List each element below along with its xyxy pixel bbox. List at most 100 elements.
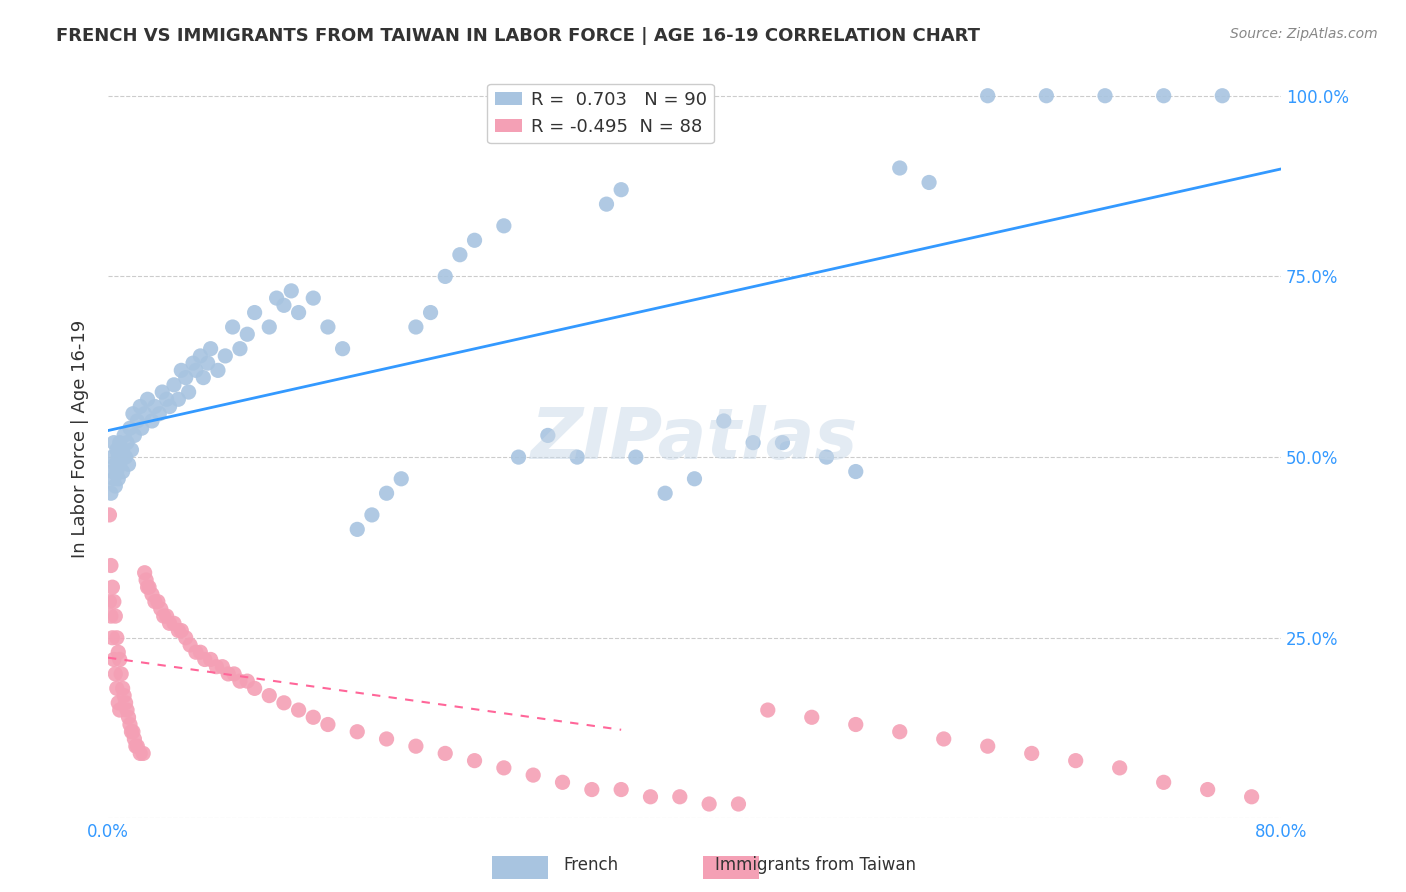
Point [405, 320, 427, 334]
Point [122, 407, 145, 421]
Point [104, 458, 127, 472]
Point [100, 486, 122, 500]
Point [136, 392, 159, 407]
Point [184, 363, 207, 377]
Point [346, 724, 368, 739]
Point [419, 305, 441, 319]
Point [697, 797, 720, 811]
Point [302, 291, 325, 305]
Point [105, 681, 128, 696]
Text: ZIPatlas: ZIPatlas [531, 405, 858, 474]
Point [669, 789, 692, 804]
Point [101, 450, 124, 464]
Point [273, 696, 295, 710]
Point [640, 789, 662, 804]
Point [177, 385, 200, 400]
Point [194, 652, 217, 666]
Point [610, 782, 633, 797]
Point [1240, 789, 1263, 804]
Point [273, 298, 295, 312]
Point [932, 731, 955, 746]
Point [136, 580, 159, 594]
Point [104, 479, 127, 493]
Point [236, 327, 259, 342]
Point [190, 349, 212, 363]
Point [101, 465, 124, 479]
Point [207, 363, 229, 377]
Point [115, 703, 138, 717]
Point [132, 747, 155, 761]
Point [316, 320, 339, 334]
Point [434, 269, 457, 284]
Point [595, 197, 617, 211]
Point [107, 696, 129, 710]
Point [1211, 88, 1233, 103]
Point [229, 674, 252, 689]
Point [100, 558, 122, 573]
Text: Source: ZipAtlas.com: Source: ZipAtlas.com [1230, 27, 1378, 41]
Point [104, 667, 127, 681]
Point [492, 761, 515, 775]
Point [103, 652, 125, 666]
Point [221, 320, 243, 334]
Point [149, 602, 172, 616]
Point [1153, 775, 1175, 789]
Point [117, 710, 139, 724]
Point [148, 407, 170, 421]
Point [190, 645, 212, 659]
Point [159, 400, 181, 414]
Point [104, 609, 127, 624]
Point [205, 659, 228, 673]
Point [229, 342, 252, 356]
Point [156, 609, 179, 624]
Point [174, 370, 197, 384]
Point [375, 731, 398, 746]
Point [537, 428, 560, 442]
Point [1035, 88, 1057, 103]
Point [111, 465, 134, 479]
Point [713, 414, 735, 428]
Point [889, 724, 911, 739]
Point [610, 183, 633, 197]
Point [105, 631, 128, 645]
Point [332, 342, 354, 356]
Point [200, 342, 222, 356]
Text: French: French [562, 856, 619, 874]
Point [243, 681, 266, 696]
Point [107, 645, 129, 659]
Point [120, 724, 142, 739]
Point [375, 486, 398, 500]
Point [103, 594, 125, 608]
Point [845, 717, 868, 731]
Y-axis label: In Labor Force | Age 16-19: In Labor Force | Age 16-19 [72, 320, 89, 558]
Point [108, 435, 131, 450]
Point [167, 624, 190, 638]
Legend: R =  0.703   N = 90, R = -0.495  N = 88: R = 0.703 N = 90, R = -0.495 N = 88 [488, 84, 714, 144]
Point [103, 435, 125, 450]
Point [107, 472, 129, 486]
Point [346, 522, 368, 536]
Point [243, 305, 266, 319]
Point [567, 450, 589, 464]
Point [977, 739, 1000, 754]
Point [105, 465, 128, 479]
Point [492, 219, 515, 233]
Point [152, 609, 174, 624]
Point [118, 421, 141, 435]
Point [1153, 88, 1175, 103]
Point [108, 458, 131, 472]
Point [124, 428, 146, 442]
Point [508, 450, 530, 464]
Point [889, 161, 911, 175]
Point [129, 747, 152, 761]
Point [103, 472, 125, 486]
Point [105, 442, 128, 457]
Point [110, 667, 132, 681]
Point [146, 594, 169, 608]
Point [114, 450, 136, 464]
Point [141, 414, 163, 428]
Point [108, 652, 131, 666]
Point [287, 703, 309, 717]
Point [170, 363, 193, 377]
Point [280, 284, 302, 298]
